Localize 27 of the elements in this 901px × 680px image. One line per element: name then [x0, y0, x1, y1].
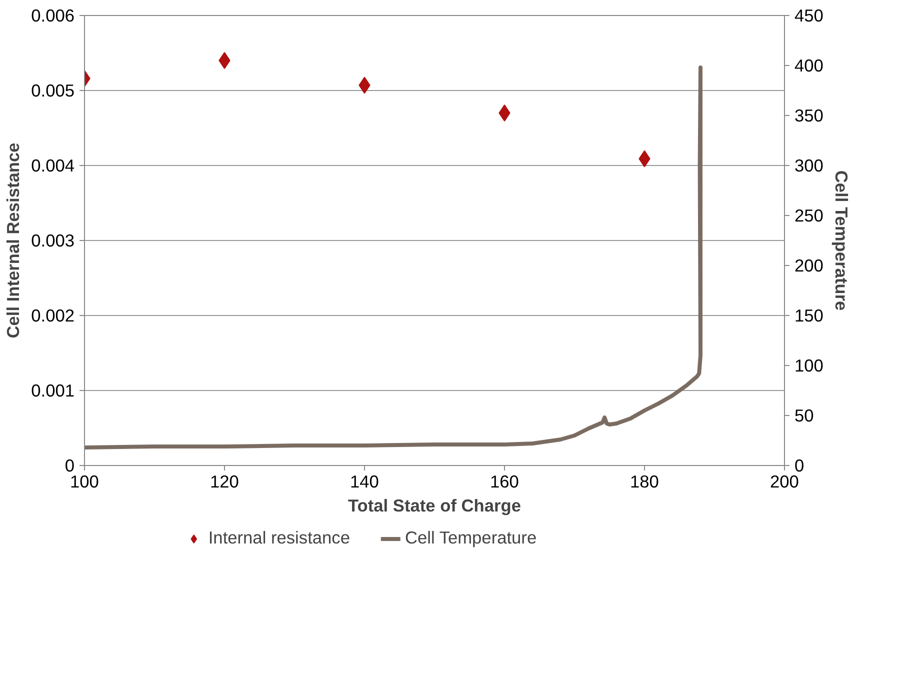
- x-axis-title: Total State of Charge: [348, 496, 522, 516]
- y2-tick-label: 100: [794, 356, 824, 376]
- y-tick-label: 0.003: [31, 230, 75, 250]
- y-tick-label: 0.005: [31, 80, 75, 100]
- line-series: [84, 66, 702, 450]
- legend-label: Cell Temperature: [404, 528, 537, 548]
- y-axis-title: Cell Internal Resistance: [3, 142, 24, 338]
- y2-tick-label: 450: [794, 6, 824, 26]
- y2-tick-label: 250: [794, 206, 824, 226]
- y-tick-label: 0.006: [31, 6, 75, 26]
- y-tick-label: 0.001: [31, 380, 75, 400]
- y2-tick-label: 50: [794, 406, 814, 426]
- y2-tick-label: 200: [794, 256, 824, 276]
- x-tick-label: 120: [210, 472, 239, 492]
- y-tick-label: 0.002: [31, 306, 75, 326]
- y2-tick-label: 300: [794, 156, 824, 176]
- y2-axis-title: Cell Temperature: [831, 170, 852, 311]
- y2-tick-label: 400: [794, 56, 824, 76]
- y-tick-label: 0.004: [31, 156, 75, 176]
- y2-tick-label: 150: [794, 306, 824, 326]
- legend-label: Internal resistance: [208, 528, 350, 548]
- y2-tick-label: 350: [794, 106, 824, 126]
- x-tick-label: 160: [490, 472, 519, 492]
- point: [498, 104, 510, 122]
- x-tick-label: 140: [350, 472, 379, 492]
- x-tick-label: 180: [630, 472, 659, 492]
- point: [218, 52, 230, 69]
